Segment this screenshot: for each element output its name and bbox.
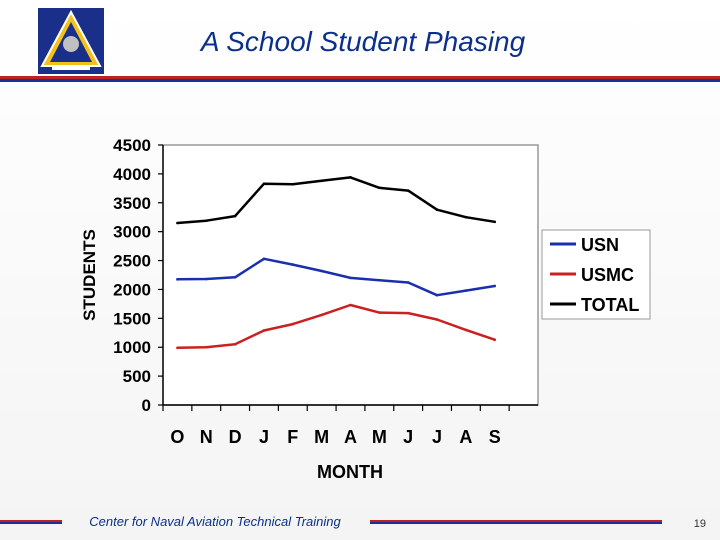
data-point-usmc xyxy=(291,322,295,326)
data-point-usn xyxy=(464,289,468,292)
x-tick-label: F xyxy=(287,427,298,447)
legend-label-total: TOTAL xyxy=(581,295,639,315)
data-point-usmc xyxy=(262,329,266,332)
legend-label-usmc: USMC xyxy=(581,265,634,285)
data-point-usn xyxy=(320,269,323,273)
x-tick-label: J xyxy=(259,427,269,447)
slide-title: A School Student Phasing xyxy=(200,26,526,57)
data-point-total xyxy=(493,220,497,224)
x-tick-label: M xyxy=(372,427,387,447)
data-point-usmc xyxy=(320,313,323,317)
data-point-usn xyxy=(176,278,179,281)
y-tick-label: 3500 xyxy=(113,194,151,213)
x-tick-label: A xyxy=(344,427,357,447)
data-point-usmc xyxy=(349,303,352,307)
naval-aviation-emblem-icon xyxy=(38,8,104,74)
series-lines xyxy=(176,176,497,350)
plot-frame xyxy=(162,144,539,406)
x-tick-label: A xyxy=(459,427,472,447)
y-tick-label: 2000 xyxy=(113,280,151,299)
data-point-usmc xyxy=(493,338,497,342)
x-tick-label: O xyxy=(170,427,184,447)
data-point-total xyxy=(233,214,237,218)
y-tick-label: 500 xyxy=(123,367,151,386)
data-point-usmc xyxy=(406,311,410,315)
series-line-usmc xyxy=(177,303,496,350)
series-line-total xyxy=(177,176,495,225)
y-tick-label: 3000 xyxy=(113,223,151,242)
page-number: 19 xyxy=(693,518,706,530)
data-point-total xyxy=(176,221,179,225)
x-axis-label: MONTH xyxy=(317,462,383,482)
data-point-total xyxy=(378,186,381,190)
data-point-usn xyxy=(493,284,497,288)
data-point-total xyxy=(435,208,439,212)
footer-rule-left xyxy=(0,520,62,524)
data-point-total xyxy=(291,182,295,186)
data-point-total xyxy=(262,182,266,186)
series-line-usn xyxy=(177,257,495,297)
data-point-usn xyxy=(204,277,208,281)
data-point-usn xyxy=(262,257,266,261)
data-point-usn xyxy=(291,263,295,266)
y-axis-ticks: 0 500 1000 1500 2000 2500 3000 3500 4000 4500 xyxy=(113,136,163,415)
y-tick-label: 1000 xyxy=(113,338,151,357)
title-divider xyxy=(0,76,720,82)
y-tick-label: 2500 xyxy=(113,252,151,271)
data-point-usn xyxy=(378,278,381,282)
data-point-usmc xyxy=(233,343,237,346)
data-point-usn xyxy=(349,276,352,280)
data-point-usn xyxy=(435,293,439,297)
data-point-total xyxy=(464,215,468,219)
x-tick-label: J xyxy=(403,427,413,447)
data-point-usn xyxy=(233,276,237,279)
x-tick-label: N xyxy=(200,427,213,447)
data-point-total xyxy=(349,176,352,179)
data-point-total xyxy=(320,179,323,183)
y-tick-label: 4000 xyxy=(113,165,151,184)
x-tick-label: M xyxy=(314,427,329,447)
y-tick-label: 0 xyxy=(142,396,151,415)
data-point-usmc xyxy=(464,328,468,332)
y-axis-label: STUDENTS xyxy=(80,229,99,321)
data-point-usmc xyxy=(435,318,439,321)
x-tick-label: S xyxy=(489,427,501,447)
data-point-usmc xyxy=(204,345,208,349)
data-point-usmc xyxy=(176,346,179,350)
y-tick-label: 4500 xyxy=(113,136,151,155)
legend: USN USMC TOTAL xyxy=(541,229,651,320)
data-point-usmc xyxy=(378,311,381,314)
data-point-total xyxy=(204,219,208,222)
x-tick-label: J xyxy=(432,427,442,447)
x-tick-label: D xyxy=(229,427,242,447)
data-point-total xyxy=(406,189,410,192)
data-point-usn xyxy=(406,281,410,284)
y-tick-label: 1500 xyxy=(113,309,151,328)
legend-label-usn: USN xyxy=(581,235,619,255)
footer-rule-right xyxy=(370,520,662,524)
footer-text: Center for Naval Aviation Technical Trai… xyxy=(89,514,341,529)
